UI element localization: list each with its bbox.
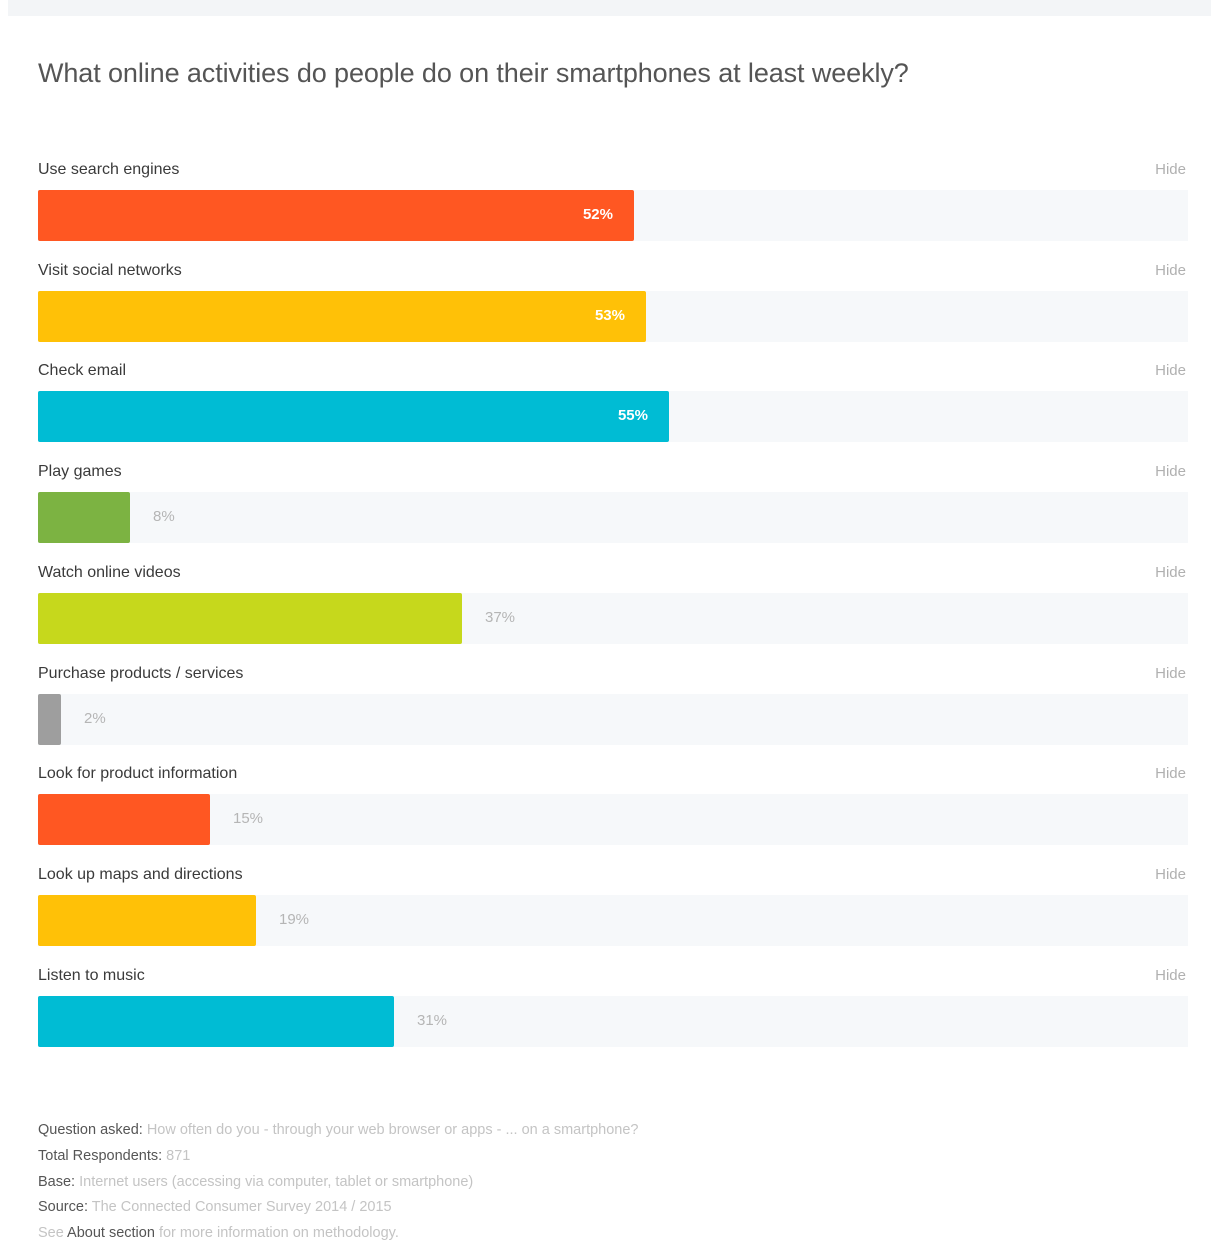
value-label: 37% [485,608,516,626]
top-strip [8,0,1211,16]
category-label: Listen to music [38,966,145,984]
bar-track: 52% [38,190,1188,241]
value-label: 19% [279,910,310,928]
value-label: 55% [617,407,648,425]
chart-row: Check email Hide 55% [0,351,1211,452]
category-label: Play games [38,463,122,481]
value-label: 52% [582,206,613,223]
bar-track: 2% [38,693,1188,745]
value-label: 53% [594,306,625,324]
category-label: Use search engines [38,161,180,178]
bar [38,592,462,644]
respondents-value: 871 [166,1147,191,1164]
chart-row: Play games Hide 8% [0,452,1211,553]
page-title: What online activities do people do on t… [38,58,909,88]
footer-respondents: Total Respondents: 871 [38,1144,638,1170]
chart-row: Look up maps and directions Hide 19% [0,855,1211,956]
bar-track: 37% [38,592,1188,644]
bar-track: 19% [38,894,1188,946]
bar-track: 15% [38,794,1188,846]
hide-link[interactable]: Hide [1155,865,1186,883]
chart-row: Watch online videos Hide 37% [0,553,1211,654]
chart-row: Purchase products / services Hide 2% [0,654,1211,755]
bar-track: 31% [38,995,1188,1047]
bar [38,995,394,1047]
hide-link[interactable]: Hide [1155,765,1186,783]
chart-row: Listen to music Hide 31% [0,956,1211,1057]
category-label: Watch online videos [38,563,181,581]
respondents-key: Total Respondents: [38,1147,163,1164]
bar-track: 8% [38,492,1188,544]
source-key: Source: [38,1199,88,1216]
about-section-link[interactable]: About section [67,1225,155,1242]
hide-link[interactable]: Hide [1155,261,1186,279]
bar [38,894,256,946]
category-label: Visit social networks [38,261,182,279]
hide-link[interactable]: Hide [1155,463,1186,481]
hide-link[interactable]: Hide [1155,362,1186,380]
value-label: 2% [84,709,106,727]
question-value: How often do you - through your web brow… [146,1122,639,1138]
see-text: See [38,1225,64,1242]
base-key: Base: [38,1173,76,1190]
footer-base: Base: Internet users (accessing via comp… [38,1170,638,1196]
footer-methodology: See About section for more information o… [38,1221,638,1247]
footer-source: Source: The Connected Consumer Survey 20… [38,1195,638,1221]
category-label: Purchase products / services [38,664,244,682]
category-label: Look for product information [38,765,238,783]
methodology-text: for more information on methodology. [158,1225,399,1242]
base-value: Internet users (accessing via computer, … [79,1173,474,1190]
hide-link[interactable]: Hide [1155,161,1186,178]
chart-row: Use search engines Hide 52% [0,150,1211,251]
value-label: 31% [417,1011,448,1029]
bar-track: 53% [38,290,1188,342]
bar [38,290,646,342]
hide-link[interactable]: Hide [1155,966,1186,984]
bar [38,794,210,846]
bar [38,391,669,443]
chart-footer: Question asked: How often do you - throu… [38,1118,638,1247]
value-label: 15% [233,810,264,828]
bar [38,693,61,745]
chart-row: Visit social networks Hide 53% [0,251,1211,352]
footer-question: Question asked: How often do you - throu… [38,1118,638,1144]
question-key: Question asked: [38,1122,143,1138]
hide-link[interactable]: Hide [1155,563,1186,581]
bar-track: 55% [38,391,1188,443]
bar [38,190,634,241]
category-label: Look up maps and directions [38,865,243,883]
hide-link[interactable]: Hide [1155,664,1186,682]
chart-row: Look for product information Hide 15% [0,754,1211,855]
category-label: Check email [38,362,127,380]
bar-chart: Use search engines Hide 52% Visit social ne… [0,150,1211,1060]
value-label: 8% [153,508,175,526]
bar [38,492,130,544]
source-value: The Connected Consumer Survey 2014 / 201… [91,1199,392,1216]
